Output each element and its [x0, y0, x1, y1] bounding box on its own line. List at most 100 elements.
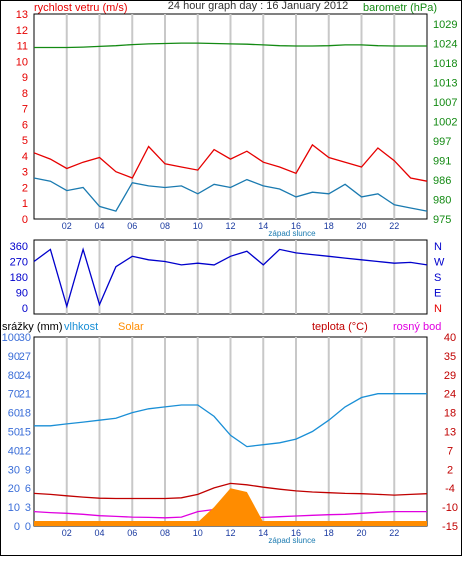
y-tick-label-wind: 12	[16, 25, 28, 37]
y-tick-label-rain: 80	[8, 370, 20, 382]
y-tick-label-baro: 1018	[433, 58, 457, 70]
y-tick-label-temperature: 35	[444, 351, 456, 363]
y-tick-label-temperature: 2	[447, 464, 453, 476]
x-tick-label: 16	[291, 221, 301, 231]
y-tick-label-baro: 975	[433, 214, 451, 226]
chart-title: 24 hour graph day : 16 January 2012	[168, 0, 348, 12]
y-tick-label-direction: 360	[10, 241, 28, 253]
legend-solar: Solar	[118, 321, 144, 333]
x-tick-label: 04	[94, 528, 104, 538]
series-line-vitr	[33, 143, 428, 182]
y-tick-label-compass: S	[434, 272, 441, 284]
y-tick-label-wind: 9	[22, 72, 28, 84]
x-tick-label: 10	[193, 528, 203, 538]
y-tick-label-humidity: 3	[25, 502, 31, 514]
y-tick-label-wind: 7	[22, 104, 28, 116]
y-tick-label-baro: 986	[433, 175, 451, 187]
y-tick-label-direction: 270	[10, 257, 28, 269]
x-tick-label: 08	[160, 221, 170, 231]
y-tick-label-humidity: 15	[19, 427, 31, 439]
y-tick-label-temperature: 29	[444, 370, 456, 382]
x-tick-label: 08	[160, 528, 170, 538]
legend-humidity: vlhkost	[64, 321, 98, 333]
x-tick-label: 14	[258, 528, 268, 538]
y-tick-label-wind: 1	[22, 198, 28, 210]
x-tick-label: 06	[127, 221, 137, 231]
y-tick-label-direction: 180	[10, 272, 28, 284]
x-tick-label: 02	[62, 221, 72, 231]
y-tick-label-baro: 1002	[433, 117, 457, 129]
y-tick-label-temperature: 13	[444, 427, 456, 439]
y-tick-label-rain: 40	[8, 445, 20, 457]
legend-temperature: teplota (°C)	[312, 321, 368, 333]
x-tick-label: 06	[127, 528, 137, 538]
y-tick-label-rain: 70	[8, 389, 20, 401]
y-tick-label-humidity: 24	[19, 370, 31, 382]
series-area-solar	[34, 488, 427, 526]
y-tick-label-compass: N	[434, 303, 442, 315]
y-tick-label-temperature: 24	[444, 389, 456, 401]
y-tick-label-rain: 90	[8, 351, 20, 363]
y-tick-label-rain: 50	[8, 427, 20, 439]
y-tick-label-humidity: 9	[25, 464, 31, 476]
series-line-temperature	[33, 482, 428, 500]
series-line-wind-direction	[33, 247, 428, 309]
y-tick-label-wind: 10	[16, 56, 28, 68]
sunset-label-bottom: západ slunce	[268, 536, 316, 545]
y-tick-label-temperature: 40	[444, 332, 456, 344]
y-tick-label-temperature: 18	[444, 408, 456, 420]
y-tick-label-rain: 30	[8, 464, 20, 476]
x-tick-label: 20	[356, 528, 366, 538]
y-tick-label-humidity: 12	[19, 445, 31, 457]
y-tick-label-baro: 1007	[433, 97, 457, 109]
x-tick-label: 22	[389, 221, 399, 231]
y-tick-label-humidity: 0	[25, 521, 31, 533]
y-tick-label-rain: 0	[14, 521, 20, 533]
y-tick-label-rain: 10	[8, 502, 20, 514]
x-tick-label: 16	[291, 528, 301, 538]
graph-frame	[0, 0, 462, 556]
x-tick-label: 12	[225, 528, 235, 538]
x-tick-label: 18	[324, 528, 334, 538]
x-tick-label: 02	[62, 528, 72, 538]
y-tick-label-compass: N	[434, 241, 442, 253]
series-line-barometr	[34, 42, 427, 49]
y-tick-label-temperature: -15	[442, 521, 458, 533]
y-tick-label-humidity: 18	[19, 408, 31, 420]
wind-axis-label: rychlost vetru (m/s)	[34, 2, 128, 14]
y-tick-label-wind: 8	[22, 88, 28, 100]
y-tick-label-humidity: 21	[19, 389, 31, 401]
y-tick-label-wind: 2	[22, 182, 28, 194]
y-tick-label-wind: 3	[22, 167, 28, 179]
x-tick-label: 22	[389, 528, 399, 538]
y-tick-label-rain: 20	[8, 483, 20, 495]
y-tick-label-direction: 0	[22, 303, 28, 315]
y-tick-label-baro: 1029	[433, 19, 457, 31]
y-tick-label-baro: 980	[433, 195, 451, 207]
baro-axis-label: barometr (hPa)	[363, 2, 437, 14]
rain-axis-label: srážky (mm)	[2, 321, 63, 333]
y-tick-label-baro: 1024	[433, 39, 457, 51]
series-line-naraz	[33, 177, 428, 212]
y-tick-label-humidity: 6	[25, 483, 31, 495]
x-tick-label: 04	[94, 221, 104, 231]
y-tick-label-wind: 11	[17, 41, 28, 53]
y-tick-label-direction: 90	[16, 288, 28, 300]
y-tick-label-wind: 13	[16, 9, 28, 21]
x-tick-label: 10	[193, 221, 203, 231]
y-tick-label-wind: 4	[22, 151, 28, 163]
y-tick-label-temperature: -10	[442, 502, 458, 514]
x-tick-label: 14	[258, 221, 268, 231]
solar-baseline-band	[34, 521, 427, 526]
y-tick-label-temperature: -4	[445, 483, 455, 495]
y-tick-label-compass: W	[434, 257, 445, 269]
y-tick-label-humidity: 30	[19, 332, 31, 344]
y-tick-label-wind: 0	[22, 214, 28, 226]
y-tick-label-baro: 1013	[433, 78, 457, 90]
y-tick-label-temperature: 7	[447, 445, 453, 457]
legend-dewpoint: rosný bod	[393, 321, 441, 333]
x-tick-label: 12	[225, 221, 235, 231]
sunset-label-top: západ slunce	[268, 229, 316, 238]
x-tick-label: 20	[356, 221, 366, 231]
